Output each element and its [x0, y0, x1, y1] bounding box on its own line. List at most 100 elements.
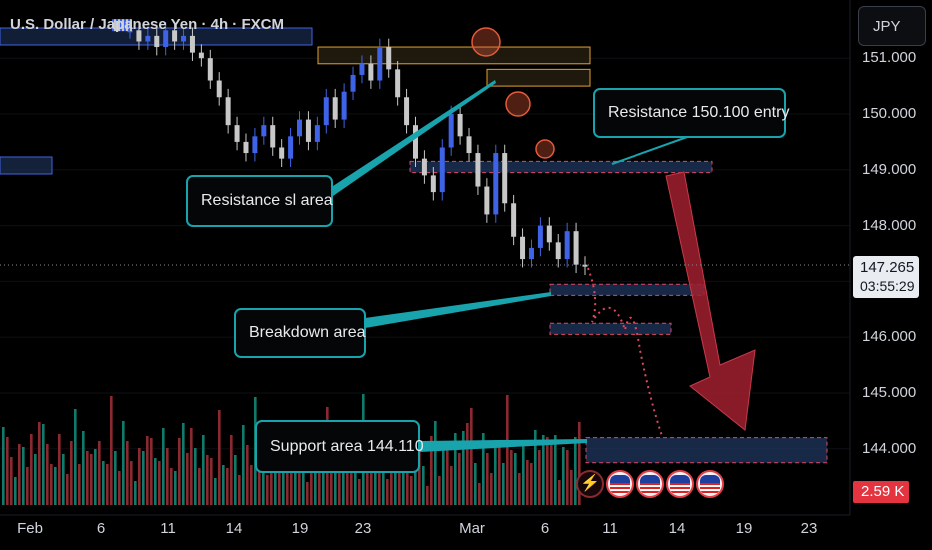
candle-body: [112, 19, 114, 32]
volume-bar: [178, 438, 181, 505]
us-flag-icon[interactable]: [666, 470, 694, 498]
volume-bar: [366, 449, 369, 505]
candle-body: [475, 153, 481, 187]
candle-body: [252, 136, 258, 154]
callout-resistance-entry[interactable]: Resistance 150.100 entry: [593, 88, 789, 138]
time-tick: 14: [225, 520, 243, 537]
zone-box: [409, 160, 713, 174]
volume-bar: [242, 425, 245, 505]
price-tick: 148.000: [862, 217, 917, 234]
volume-bar: [446, 446, 449, 505]
candle-body: [555, 242, 561, 260]
volume-bar: [346, 472, 349, 505]
volume-bar: [566, 450, 569, 505]
volume-bar: [510, 450, 513, 505]
volume-bar: [578, 422, 581, 505]
volume-bar: [102, 461, 105, 505]
us-flag-icon[interactable]: [606, 470, 634, 498]
currency-button[interactable]: JPY: [858, 6, 926, 46]
volume-bar: [58, 434, 61, 505]
volume-bar: [342, 469, 345, 505]
volume-bar: [546, 437, 549, 505]
zone-box: [317, 46, 591, 65]
volume-bar: [6, 437, 9, 505]
price-tick: 151.000: [862, 49, 917, 66]
volume-bar: [174, 471, 177, 505]
candle-body: [350, 74, 356, 92]
candle-body: [430, 175, 436, 193]
volume-bar: [498, 443, 501, 505]
swing-high-circle: [471, 27, 501, 57]
volume-bar: [438, 476, 441, 505]
volume-bar: [138, 448, 141, 505]
volume-bar: [382, 459, 385, 505]
callout-pointer: [365, 292, 551, 328]
volume-bar: [434, 421, 437, 505]
volume-bar: [10, 457, 13, 505]
volume-bar: [530, 463, 533, 505]
volume-bar: [154, 458, 157, 505]
candle-body: [368, 63, 374, 81]
volume-bar: [318, 472, 321, 505]
time-tick: Feb: [17, 520, 43, 537]
candle-body: [412, 125, 418, 159]
volume-bar: [194, 448, 197, 505]
candle-body: [493, 153, 499, 215]
volume-bar: [550, 440, 553, 505]
chart-title: U.S. Dollar / Japanese Yen · 4h · FXCM: [10, 16, 284, 33]
flash-icon[interactable]: ⚡: [576, 470, 604, 498]
volume-bar: [46, 444, 49, 505]
volume-bar: [502, 463, 505, 505]
volume-bar: [426, 486, 429, 505]
volume-bar: [122, 421, 125, 505]
volume-bar: [130, 461, 133, 505]
candle-body: [225, 97, 231, 126]
volume-bar: [390, 446, 393, 505]
volume-bar: [114, 451, 117, 505]
volume-bar: [82, 431, 85, 505]
volume-bar: [118, 471, 121, 505]
volume-bar: [430, 436, 433, 505]
volume-bar: [202, 435, 205, 505]
volume-bar: [490, 473, 493, 505]
volume-bar: [86, 451, 89, 505]
countdown-timer: 03:55:29: [860, 278, 915, 294]
candle-body: [466, 136, 472, 154]
time-tick: 6: [96, 520, 106, 537]
time-tick: 23: [800, 520, 818, 537]
candle-body: [457, 114, 463, 137]
zone-box: [0, 156, 53, 175]
us-flag-icon[interactable]: [636, 470, 664, 498]
us-flag-icon[interactable]: [696, 470, 724, 498]
time-tick: Mar: [459, 520, 485, 537]
volume-bar: [30, 434, 33, 505]
volume-bar: [470, 408, 473, 505]
volume-bar: [486, 453, 489, 505]
volume-bar: [450, 466, 453, 505]
annotation-marks: [333, 27, 756, 452]
swing-high-circle: [505, 91, 531, 117]
volume-bar: [314, 452, 317, 505]
volume-bar: [554, 435, 557, 505]
volume-bar: [142, 451, 145, 505]
volume-bar: [42, 424, 45, 505]
candle-body: [126, 19, 128, 32]
candle-body: [279, 147, 285, 159]
candle-body: [528, 247, 534, 260]
callout-pointer: [420, 439, 587, 452]
price-tick: 149.000: [862, 161, 917, 178]
time-tick: 19: [291, 520, 309, 537]
volume-bar: [158, 461, 161, 505]
callout-resistance-sl[interactable]: Resistance sl area: [186, 175, 333, 227]
volume-bar: [562, 447, 565, 505]
volume-bar: [250, 465, 253, 505]
callout-support[interactable]: Support area 144.110: [255, 420, 424, 473]
callout-pointer: [333, 80, 496, 196]
callout-breakdown[interactable]: Breakdown area: [234, 308, 366, 358]
candle-body: [189, 35, 195, 53]
volume-bar: [338, 449, 341, 505]
volume-bar: [38, 422, 41, 505]
volume-bar: [302, 462, 305, 505]
swing-high-circle: [535, 139, 555, 159]
